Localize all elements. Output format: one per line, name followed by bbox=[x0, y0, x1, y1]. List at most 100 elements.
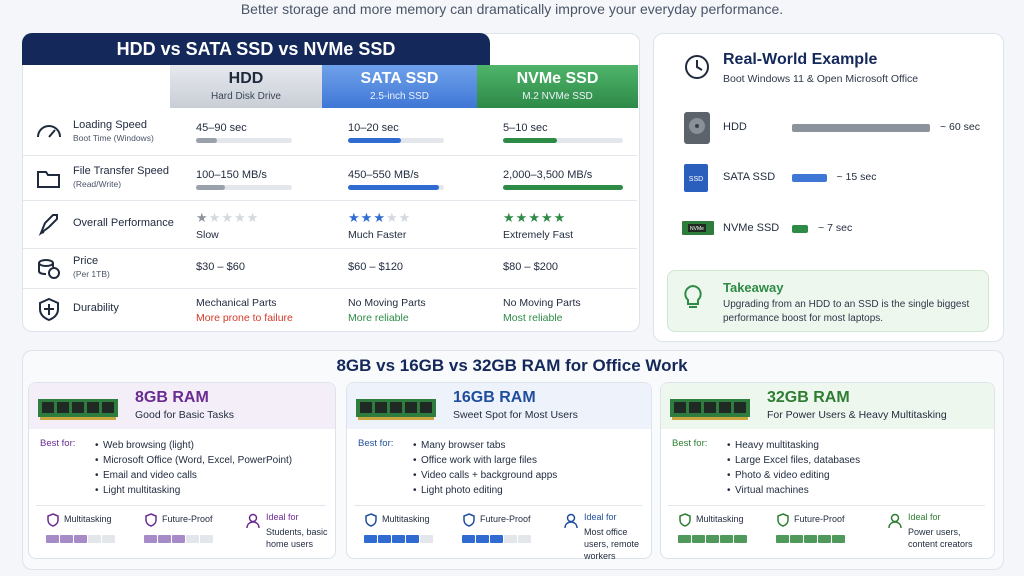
cell-text: Slow bbox=[196, 229, 219, 241]
takeaway-text: Upgrading from an HDD to an SSD is the s… bbox=[723, 299, 970, 324]
meter-segment bbox=[200, 535, 213, 543]
bullet: • bbox=[727, 470, 731, 481]
row-icon bbox=[35, 165, 63, 191]
meter-fill bbox=[348, 185, 440, 190]
ram-sub: Sweet Spot for Most Users bbox=[453, 409, 578, 421]
column-header bbox=[170, 65, 322, 108]
meter-segment bbox=[172, 535, 185, 543]
meter-segment bbox=[158, 535, 171, 543]
ram-stick-svg bbox=[38, 399, 118, 420]
meter-segment bbox=[60, 535, 73, 543]
meter-segment bbox=[504, 535, 517, 543]
meter-segment bbox=[102, 535, 115, 543]
column-name: SATA SSD bbox=[360, 70, 439, 87]
example-title: Real-World Example bbox=[723, 51, 878, 68]
bullet: • bbox=[727, 485, 731, 496]
meter-segment bbox=[518, 535, 531, 543]
device-icon bbox=[682, 112, 714, 144]
card-divider bbox=[354, 505, 642, 506]
takeaway-box bbox=[667, 270, 989, 332]
device-icon-svg: SSD bbox=[684, 164, 708, 192]
device-name: NVMe SSD bbox=[723, 222, 780, 234]
meter-segment bbox=[186, 535, 199, 543]
meter bbox=[503, 185, 623, 190]
metric-icon bbox=[46, 513, 60, 527]
meter-fill bbox=[503, 185, 623, 190]
bullet: • bbox=[95, 455, 99, 466]
best-label: Best for: bbox=[40, 438, 76, 449]
star: ★ bbox=[233, 210, 247, 225]
time-label: ~ 7 sec bbox=[818, 222, 853, 234]
best-item: Video calls + background apps bbox=[421, 470, 558, 481]
star: ★ bbox=[503, 210, 516, 225]
metric-label: Future-Proof bbox=[794, 514, 845, 524]
star: ★ bbox=[540, 210, 554, 225]
metric-icon bbox=[462, 513, 476, 527]
meter-segment bbox=[88, 535, 101, 543]
cell-text: $30 – $60 bbox=[196, 261, 245, 273]
cell-text: 450–550 MB/s bbox=[348, 169, 419, 181]
meter-segment bbox=[490, 535, 503, 543]
metric-icon bbox=[144, 513, 158, 527]
cell-text: Much Faster bbox=[348, 229, 407, 241]
bullet: • bbox=[95, 440, 99, 451]
cell-text: Extremely Fast bbox=[503, 229, 574, 241]
row-icon-svg bbox=[37, 170, 60, 188]
bullet: • bbox=[95, 470, 99, 481]
column-header bbox=[477, 65, 638, 108]
ram-sub: Good for Basic Tasks bbox=[135, 409, 235, 421]
column-sub: Hard Disk Drive bbox=[210, 91, 281, 102]
metric-icon bbox=[678, 513, 692, 527]
meter-segment bbox=[678, 535, 691, 543]
ideal-icon bbox=[246, 513, 260, 529]
bullet: • bbox=[727, 440, 731, 451]
meter-fill bbox=[196, 138, 218, 143]
time-bar bbox=[792, 174, 827, 182]
subtitle: Better storage and more memory can drama… bbox=[240, 1, 784, 17]
meter bbox=[503, 138, 623, 143]
row-divider bbox=[23, 248, 637, 249]
cell-text: 10–20 sec bbox=[348, 122, 399, 134]
meter-segment bbox=[706, 535, 719, 543]
bulb-icon bbox=[680, 282, 706, 312]
ram-stick bbox=[38, 395, 118, 421]
metric-icon-svg bbox=[679, 513, 691, 527]
row-icon bbox=[35, 296, 63, 322]
meter bbox=[196, 138, 292, 143]
example-sub: Boot Windows 11 & Open Microsoft Office bbox=[723, 73, 919, 85]
ideal-label: Ideal for bbox=[266, 512, 299, 522]
row-icon-svg bbox=[38, 214, 58, 236]
meter bbox=[348, 138, 444, 143]
clock-icon-svg bbox=[685, 55, 709, 79]
meter-fill bbox=[503, 138, 557, 143]
row-icon bbox=[35, 255, 63, 281]
ram-title: 8GB vs 16GB vs 32GB RAM for Office Work bbox=[336, 356, 688, 375]
meter bbox=[196, 185, 292, 190]
star: ★ bbox=[373, 210, 386, 225]
best-item: Email and video calls bbox=[103, 470, 197, 481]
cell-text: 2,000–3,500 MB/s bbox=[503, 169, 593, 181]
row-label: Loading Speed bbox=[73, 118, 148, 131]
cell-text: No Moving Parts bbox=[348, 297, 426, 309]
row-icon-svg bbox=[37, 124, 61, 138]
meter-segment bbox=[378, 535, 391, 543]
star: ★ bbox=[208, 210, 222, 225]
best-item: Light multitasking bbox=[103, 485, 181, 496]
row-sub: (Read/Write) bbox=[73, 178, 122, 189]
meter-segment bbox=[720, 535, 733, 543]
ideal-text: Power users, content creators bbox=[908, 527, 973, 549]
bullet: • bbox=[413, 440, 417, 451]
bullet: • bbox=[413, 470, 417, 481]
ideal-label: Ideal for bbox=[584, 512, 617, 522]
best-item: Photo & video editing bbox=[735, 470, 830, 481]
row-icon-svg bbox=[39, 297, 59, 322]
cell-text: $80 – $200 bbox=[503, 261, 559, 273]
stars: ★★★★★ bbox=[196, 210, 259, 226]
ideal-icon bbox=[564, 513, 578, 529]
ram-name: 8GB RAM bbox=[135, 389, 209, 406]
best-item: Office work with large files bbox=[421, 455, 537, 466]
row-label: File Transfer Speed bbox=[73, 164, 169, 177]
best-item: Large Excel files, databases bbox=[735, 455, 861, 466]
meter-segment bbox=[74, 535, 87, 543]
time-bar bbox=[792, 225, 809, 233]
